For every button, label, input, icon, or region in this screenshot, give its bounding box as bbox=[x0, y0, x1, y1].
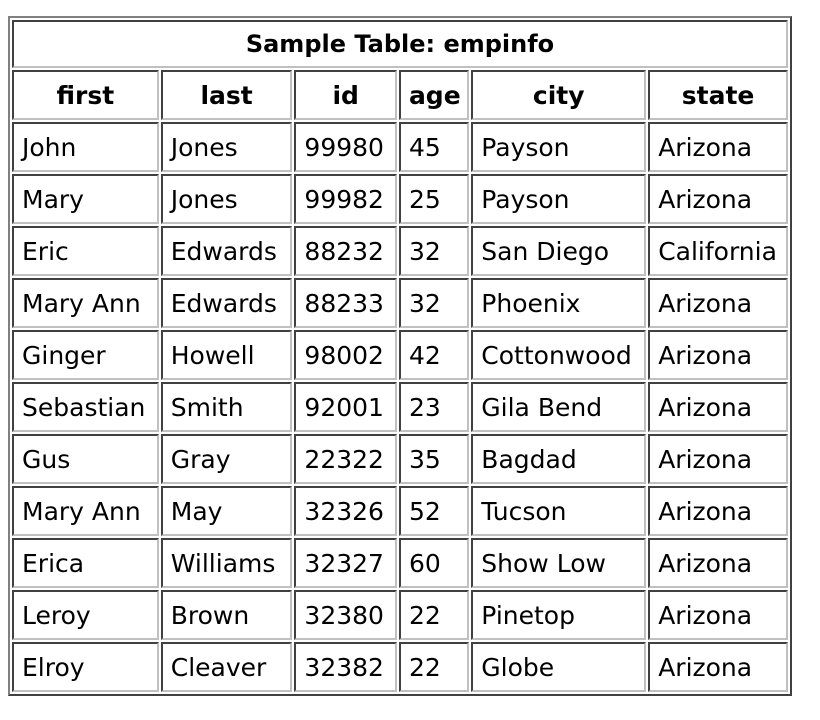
table-cell-state: Arizona bbox=[648, 486, 788, 536]
table-cell-id: 32380 bbox=[294, 590, 397, 640]
table-cell-city: Gila Bend bbox=[471, 382, 647, 432]
table-cell-first: John bbox=[12, 122, 159, 172]
table-cell-first: Eric bbox=[12, 226, 159, 276]
table-cell-id: 98002 bbox=[294, 330, 397, 380]
table-cell-age: 60 bbox=[398, 538, 470, 588]
table-cell-last: Gray bbox=[160, 434, 293, 484]
table-cell-state: Arizona bbox=[648, 174, 788, 224]
table-cell-state: California bbox=[648, 226, 788, 276]
table-cell-id: 88233 bbox=[294, 278, 397, 328]
table-cell-first: Mary bbox=[12, 174, 159, 224]
table-cell-id: 32326 bbox=[294, 486, 397, 536]
table-cell-id: 22322 bbox=[294, 434, 397, 484]
table-cell-id: 32327 bbox=[294, 538, 397, 588]
table-row: Ginger Howell 98002 42 Cottonwood Arizona bbox=[12, 330, 788, 380]
table-cell-last: Edwards bbox=[160, 278, 293, 328]
column-header-age: age bbox=[398, 70, 470, 120]
table-row: Sebastian Smith 92001 23 Gila Bend Arizona bbox=[12, 382, 788, 432]
table-cell-city: Globe bbox=[471, 642, 647, 692]
table-cell-state: Arizona bbox=[648, 590, 788, 640]
table-cell-first: Ginger bbox=[12, 330, 159, 380]
column-header-id: id bbox=[294, 70, 397, 120]
table-cell-last: Cleaver bbox=[160, 642, 293, 692]
table-cell-age: 45 bbox=[398, 122, 470, 172]
table-cell-age: 42 bbox=[398, 330, 470, 380]
table-row: Erica Williams 32327 60 Show Low Arizona bbox=[12, 538, 788, 588]
table-cell-last: Jones bbox=[160, 122, 293, 172]
table-cell-age: 52 bbox=[398, 486, 470, 536]
table-cell-last: Brown bbox=[160, 590, 293, 640]
table-cell-city: San Diego bbox=[471, 226, 647, 276]
table-title: Sample Table: empinfo bbox=[12, 20, 788, 68]
empinfo-table: Sample Table: empinfo first last id age city… bbox=[8, 16, 792, 696]
table-title-row: Sample Table: empinfo bbox=[12, 20, 788, 68]
table-row: Eric Edwards 88232 32 San Diego California bbox=[12, 226, 788, 276]
column-header-city: city bbox=[471, 70, 647, 120]
table-cell-first: Leroy bbox=[12, 590, 159, 640]
table-cell-last: May bbox=[160, 486, 293, 536]
column-header-first: first bbox=[12, 70, 159, 120]
table-cell-state: Arizona bbox=[648, 278, 788, 328]
table-cell-city: Tucson bbox=[471, 486, 647, 536]
table-cell-last: Howell bbox=[160, 330, 293, 380]
table-row: John Jones 99980 45 Payson Arizona bbox=[12, 122, 788, 172]
table-cell-last: Williams bbox=[160, 538, 293, 588]
table-cell-id: 92001 bbox=[294, 382, 397, 432]
table-cell-age: 23 bbox=[398, 382, 470, 432]
table-cell-age: 22 bbox=[398, 590, 470, 640]
table-cell-state: Arizona bbox=[648, 330, 788, 380]
table-header-row: first last id age city state bbox=[12, 70, 788, 120]
table-cell-city: Bagdad bbox=[471, 434, 647, 484]
table-cell-city: Payson bbox=[471, 174, 647, 224]
table-row: Gus Gray 22322 35 Bagdad Arizona bbox=[12, 434, 788, 484]
table-cell-city: Show Low bbox=[471, 538, 647, 588]
table-cell-state: Arizona bbox=[648, 434, 788, 484]
table-row: Mary Jones 99982 25 Payson Arizona bbox=[12, 174, 788, 224]
table-row: Elroy Cleaver 32382 22 Globe Arizona bbox=[12, 642, 788, 692]
table-cell-state: Arizona bbox=[648, 538, 788, 588]
table-cell-first: Elroy bbox=[12, 642, 159, 692]
table-cell-id: 32382 bbox=[294, 642, 397, 692]
table-cell-last: Jones bbox=[160, 174, 293, 224]
table-cell-first: Erica bbox=[12, 538, 159, 588]
table-row: Mary Ann Edwards 88233 32 Phoenix Arizona bbox=[12, 278, 788, 328]
table-cell-id: 99980 bbox=[294, 122, 397, 172]
table-cell-city: Payson bbox=[471, 122, 647, 172]
table-cell-first: Mary Ann bbox=[12, 486, 159, 536]
table-cell-id: 88232 bbox=[294, 226, 397, 276]
empinfo-table-container: Sample Table: empinfo first last id age city… bbox=[8, 16, 792, 696]
table-cell-age: 22 bbox=[398, 642, 470, 692]
table-cell-age: 32 bbox=[398, 278, 470, 328]
table-cell-state: Arizona bbox=[648, 642, 788, 692]
table-cell-id: 99982 bbox=[294, 174, 397, 224]
table-cell-first: Mary Ann bbox=[12, 278, 159, 328]
table-cell-state: Arizona bbox=[648, 382, 788, 432]
column-header-last: last bbox=[160, 70, 293, 120]
column-header-state: state bbox=[648, 70, 788, 120]
table-cell-last: Smith bbox=[160, 382, 293, 432]
table-row: Mary Ann May 32326 52 Tucson Arizona bbox=[12, 486, 788, 536]
table-cell-age: 35 bbox=[398, 434, 470, 484]
table-cell-city: Phoenix bbox=[471, 278, 647, 328]
table-cell-last: Edwards bbox=[160, 226, 293, 276]
table-cell-first: Sebastian bbox=[12, 382, 159, 432]
table-cell-age: 32 bbox=[398, 226, 470, 276]
table-cell-city: Pinetop bbox=[471, 590, 647, 640]
table-row: Leroy Brown 32380 22 Pinetop Arizona bbox=[12, 590, 788, 640]
table-cell-city: Cottonwood bbox=[471, 330, 647, 380]
table-cell-state: Arizona bbox=[648, 122, 788, 172]
table-cell-first: Gus bbox=[12, 434, 159, 484]
table-body: John Jones 99980 45 Payson Arizona Mary Jones 99… bbox=[12, 122, 788, 692]
table-cell-age: 25 bbox=[398, 174, 470, 224]
